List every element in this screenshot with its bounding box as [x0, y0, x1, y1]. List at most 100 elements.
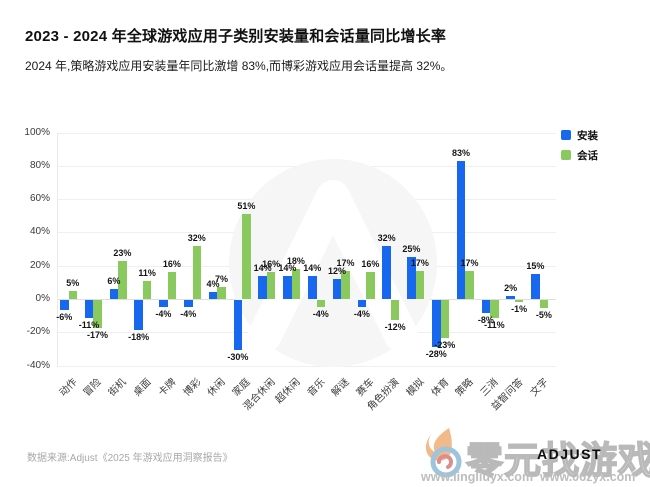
bar-value-label: 32%: [377, 232, 396, 243]
bar-value-label: -4%: [312, 308, 329, 319]
site-logo-swirl-icon: [425, 428, 462, 478]
bar-value-label: -6%: [56, 311, 73, 322]
bar-value-label: -30%: [227, 351, 249, 362]
bar-会话-街机: [118, 260, 127, 299]
bar-value-label: -28%: [425, 348, 447, 359]
y-axis-tick-label: 60%: [29, 193, 50, 205]
bar-value-label: 5%: [66, 277, 80, 288]
bar-value-label: 17%: [336, 257, 355, 268]
bar-安装-音乐: [308, 275, 317, 299]
bar-安装-赛车: [357, 300, 367, 307]
bar-安装-解谜: [332, 279, 342, 299]
bar-会话-音乐: [316, 300, 325, 307]
bar-value-label: 16%: [361, 259, 380, 270]
site-url-left: www.lingliuyx.com: [421, 470, 534, 484]
bar-安装-策略: [456, 160, 466, 299]
y-axis-line: [57, 132, 58, 366]
bar-会话-混合休闲: [266, 272, 276, 299]
gridline: [57, 132, 556, 134]
y-axis-tick-label: 20%: [29, 259, 50, 271]
bar-安装-体育: [432, 300, 441, 347]
bar-value-label: 6%: [107, 276, 121, 286]
bar-会话-三消: [490, 300, 499, 319]
bar-会话-超休闲: [291, 269, 301, 299]
bar-会话-动作: [68, 290, 77, 299]
bar-value-label: 15%: [526, 261, 545, 272]
bar-value-label: 16%: [262, 259, 281, 270]
bar-安装-休闲: [208, 292, 218, 299]
y-axis-tick-label: 80%: [29, 159, 50, 171]
bar-会话-家庭: [242, 214, 251, 299]
bar-value-label: 2%: [504, 282, 518, 293]
bar-安装-冒险: [84, 300, 94, 319]
bar-value-label: -4%: [180, 308, 197, 319]
bar-value-label: -1%: [511, 303, 528, 314]
bar-安装-卡牌: [159, 300, 168, 307]
legend-label: 安装: [577, 129, 598, 142]
bar-会话-策略: [465, 270, 474, 299]
bar-安装-混合休闲: [258, 275, 267, 299]
data-source-note: 数据来源:Adjust《2025 年游戏应用洞察报告》: [27, 453, 233, 464]
legend-item-安装: 安装: [561, 125, 598, 145]
bar-会话-博彩: [192, 245, 201, 299]
legend-label: 会话: [577, 149, 598, 162]
bar-安装-超休闲: [283, 275, 292, 299]
bar-会话-模拟: [415, 270, 425, 299]
legend-swatch: [561, 130, 571, 140]
bar-value-label: 18%: [286, 256, 305, 267]
bar-value-label: -8%: [477, 315, 494, 326]
bar-会话-文字: [539, 300, 549, 309]
site-url-right: www.06zyx.com: [540, 470, 636, 484]
bar-安装-益智问答: [506, 295, 515, 299]
bar-会话-冒险: [93, 300, 102, 329]
bar-会话-体育: [440, 300, 449, 339]
bar-value-label: 25%: [402, 244, 421, 255]
bar-value-label: -4%: [353, 308, 370, 319]
y-axis-tick-label: -20%: [26, 326, 50, 338]
bar-value-label: -23%: [434, 340, 456, 351]
bar-value-label: 16%: [162, 259, 181, 270]
bar-安装-街机: [109, 289, 119, 299]
bar-会话-桌面: [142, 280, 152, 299]
adjust-brand: ADJUST: [537, 446, 602, 462]
site-watermark-text: 零元找游戏: [465, 439, 650, 482]
bar-value-label: 12%: [328, 266, 347, 277]
bar-value-label: -18%: [128, 331, 150, 342]
bar-安装-动作: [60, 300, 69, 310]
adjust-logo-text: ADJUST: [537, 446, 603, 462]
bar-value-label: -11%: [484, 320, 505, 331]
bar-会话-解谜: [341, 270, 350, 299]
bar-value-label: 4%: [206, 279, 220, 290]
bar-value-label: -11%: [78, 320, 100, 331]
legend-item-会话: 会话: [561, 145, 598, 165]
bar-value-label: 7%: [215, 274, 229, 285]
bar-value-label: 17%: [460, 257, 479, 268]
bar-安装-桌面: [134, 300, 143, 330]
bar-会话-益智问答: [514, 300, 524, 302]
bar-value-label: 83%: [452, 147, 471, 158]
y-axis-tick-label: 40%: [29, 226, 50, 238]
bar-会话-卡牌: [167, 272, 177, 299]
page-subtitle: 2024 年,策略游戏应用安装量年同比激增 83%,而博彩游戏应用会话量提高 3…: [25, 59, 453, 73]
bar-value-label: 17%: [410, 257, 429, 268]
bar-会话-休闲: [217, 287, 226, 299]
y-axis-tick-label: -40%: [26, 359, 50, 371]
bar-安装-文字: [531, 274, 540, 299]
bar-安装-模拟: [407, 257, 416, 299]
chart-legend: 安装 会话: [561, 125, 598, 165]
bar-安装-角色扮演: [382, 245, 391, 299]
bar-会话-角色扮演: [390, 300, 400, 320]
legend-swatch: [561, 150, 571, 160]
bar-value-label: -5%: [535, 310, 552, 321]
bar-value-label: 32%: [187, 232, 206, 243]
bar-安装-博彩: [184, 300, 193, 307]
y-axis-tick-label: 100%: [24, 126, 50, 138]
bar-value-label: 23%: [113, 247, 132, 258]
bar-value-label: -4%: [155, 308, 172, 319]
bar-value-label: -17%: [87, 330, 109, 341]
bar-会话-赛车: [366, 272, 375, 299]
bar-value-label: 14%: [303, 262, 322, 273]
bar-value-label: 11%: [138, 267, 156, 278]
bar-value-label: -12%: [384, 321, 406, 332]
